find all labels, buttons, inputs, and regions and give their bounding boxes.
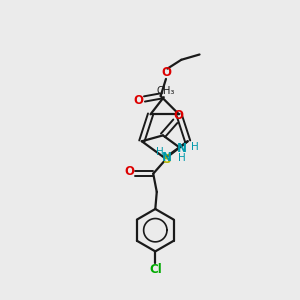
Text: O: O [133,94,143,107]
Text: O: O [162,66,172,79]
Text: Cl: Cl [149,262,162,276]
Text: CH₃: CH₃ [156,86,174,96]
Text: H: H [178,153,186,163]
Text: O: O [124,165,134,178]
Text: H: H [156,147,164,157]
Text: O: O [174,110,184,122]
Text: N: N [161,151,172,164]
Text: N: N [177,142,187,154]
Text: S: S [162,153,170,166]
Text: H: H [190,142,198,152]
